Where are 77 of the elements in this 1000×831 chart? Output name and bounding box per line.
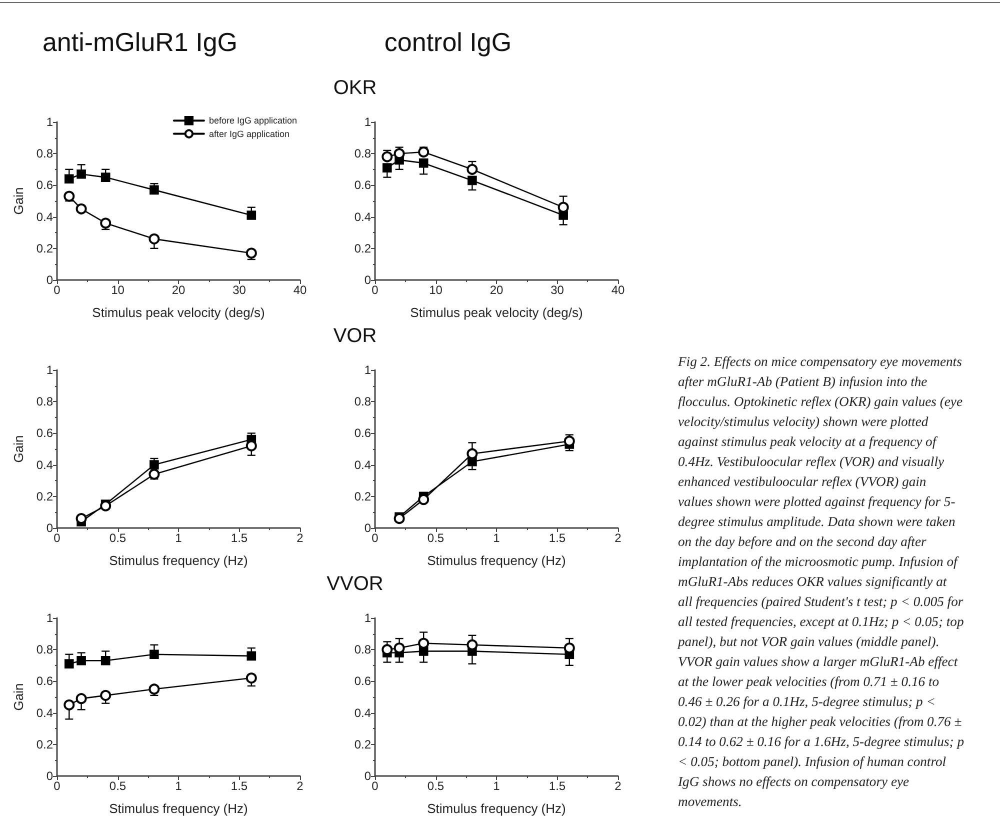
y-tick-label: 0.2: [36, 241, 54, 256]
y-tick-label: 0.2: [354, 489, 372, 504]
x-tick-label: 1: [175, 779, 182, 793]
y-axis-title: Gain: [11, 435, 26, 463]
y-tick-label: 0.4: [354, 706, 372, 720]
text: VOR: [333, 325, 377, 348]
y-tick-label: 1: [46, 611, 54, 625]
x-tick-label: 40: [611, 283, 625, 297]
y-tick-label: 1: [364, 363, 372, 377]
y-tick-label: 0.8: [354, 394, 372, 409]
x-tick-label: 1: [493, 531, 500, 545]
x-tick-label: 2: [296, 531, 304, 545]
x-axis-title: Stimulus frequency (Hz): [109, 801, 248, 816]
y-tick-label: 0.8: [36, 146, 54, 161]
legend-label: before IgG application: [208, 116, 298, 126]
x-tick-label: 1.5: [548, 779, 566, 793]
y-tick-label: 0: [46, 273, 54, 287]
y-tick-label: 0.4: [36, 210, 54, 224]
x-axis-title: Stimulus peak velocity (deg/s): [410, 305, 583, 320]
y-tick-label: 0.8: [36, 394, 54, 409]
y-tick-label: 0.6: [354, 426, 372, 440]
x-tick-label: 1.5: [230, 531, 248, 545]
x-tick-label: 10: [429, 283, 443, 297]
y-tick-label: 1: [46, 363, 54, 377]
y-tick-label: 0.6: [354, 178, 372, 192]
y-tick-label: 0.6: [36, 674, 54, 688]
y-tick-label: 0: [364, 769, 372, 783]
y-tick-label: 1: [46, 115, 54, 129]
y-tick-label: 0.2: [36, 489, 54, 504]
y-tick-label: 0.2: [36, 737, 54, 752]
y-tick-label: 0.4: [354, 458, 372, 472]
y-tick-label: 1: [364, 611, 372, 625]
x-tick-label: 30: [232, 283, 246, 297]
legend-label: after IgG application: [208, 128, 290, 139]
y-axis-title: Gain: [11, 683, 26, 711]
x-tick-label: 2: [614, 779, 622, 793]
x-tick-label: 1: [175, 531, 182, 545]
x-axis-title: Stimulus frequency (Hz): [427, 801, 566, 816]
y-axis-title: Gain: [11, 187, 26, 215]
x-tick-label: 40: [293, 283, 307, 297]
x-tick-label: 20: [172, 283, 186, 297]
x-tick-label: 2: [614, 531, 622, 545]
y-tick-label: 0: [46, 521, 54, 535]
x-tick-label: 0.5: [427, 531, 444, 545]
y-tick-label: 0.6: [36, 178, 54, 192]
x-tick-label: 0.5: [109, 779, 126, 793]
y-tick-label: 0: [364, 521, 372, 535]
x-tick-label: 2: [296, 779, 304, 793]
y-tick-label: 0.4: [354, 210, 372, 224]
x-axis-title: Stimulus frequency (Hz): [109, 553, 248, 568]
x-tick-label: 0.5: [109, 531, 126, 545]
y-tick-label: 0.8: [354, 146, 372, 161]
y-tick-label: 0.4: [36, 458, 54, 472]
y-tick-label: 0.4: [36, 706, 54, 720]
x-tick-label: 1.5: [230, 779, 248, 793]
x-tick-label: 1.5: [548, 531, 566, 545]
chart-title: anti-mGluR1 IgG: [41, 27, 239, 58]
x-tick-label: 10: [111, 283, 125, 297]
y-tick-label: 0.2: [354, 241, 372, 256]
text: OKR: [333, 77, 377, 100]
x-tick-label: 30: [550, 283, 564, 297]
y-tick-label: 0.6: [354, 674, 372, 688]
x-tick-label: 20: [490, 283, 504, 297]
y-tick-label: 0: [46, 769, 54, 783]
x-axis-title: Stimulus peak velocity (deg/s): [92, 305, 265, 320]
y-tick-label: 1: [364, 115, 372, 129]
text: VVOR: [326, 573, 384, 596]
text: Fig 2. Effects on mice compensatory eye movements after mGluR1-Ab (Patient B) infusion into the flocculus. Optokinetic reflex (OKR) gain values (eye velocity/stimulus velocity) shown were plotted against stimulus peak velocity at a frequency of 0.4Hz. Vestibuloocular reflex (VOR) and visually enhanced vestibuloocular reflex (VVOR) gain values shown were plotted against frequency for 5-degree stimulus amplitude. Data shown were taken on the day before and on the second day after implantation of the microosmotic pump. Infusion of mGluR1-Abs reduces OKR values significantly at all frequencies (paired Student's t test; p < 0.005 for all tested frequencies, except at 0.1Hz; p < 0.05; top panel), but not VOR gain values (middle panel). VVOR gain values show a larger mGluR1-Ab effect at the lower peak velocities (from 0.71 ± 0.16 to 0.46 ± 0.26 for a 0.1Hz, 5-degree stimulus; p < 0.02) than at the higher peak velocities (from 0.76 ± 0.14 to 0.62 ± 0.16 for a 1.6Hz, 5-degree stimulus; p < 0.05; bottom panel). Infusion of human control IgG shows no effects on compensatory eye movements.: [678, 354, 964, 809]
chart-title: control IgG: [383, 27, 513, 58]
y-tick-label: 0: [364, 273, 372, 287]
y-tick-label: 0.8: [354, 642, 372, 657]
x-axis-title: Stimulus frequency (Hz): [427, 553, 566, 568]
x-tick-label: 1: [493, 779, 500, 793]
y-tick-label: 0.6: [36, 426, 54, 440]
y-tick-label: 0.2: [354, 737, 372, 752]
x-tick-label: 0.5: [427, 779, 444, 793]
y-tick-label: 0.8: [36, 642, 54, 657]
